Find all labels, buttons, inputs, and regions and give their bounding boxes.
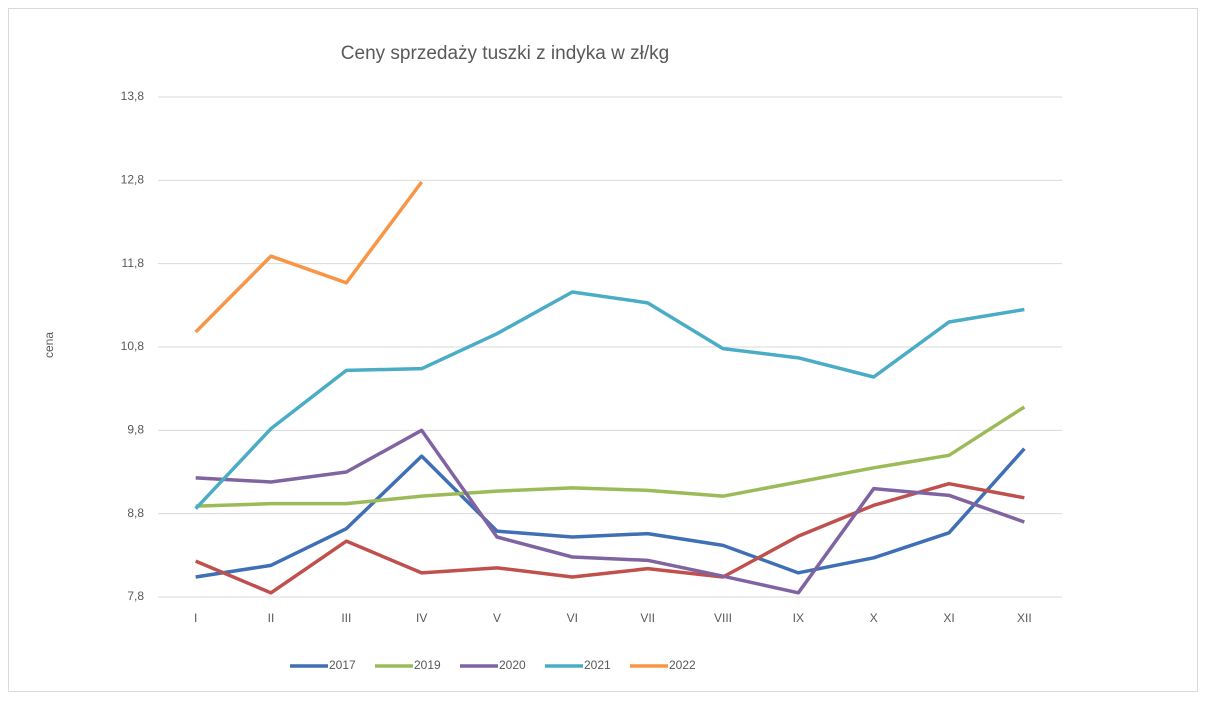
line-series: [194, 481, 1025, 595]
y-tick-label: 10,8: [121, 339, 145, 353]
y-tick-label: 8,8: [127, 506, 144, 520]
line-series: [195, 447, 1026, 579]
legend-label: 2021: [584, 658, 611, 672]
x-tick-label: XI: [943, 611, 954, 625]
line-series: [195, 405, 1026, 508]
x-tick-label: IX: [793, 611, 804, 625]
x-tick-label: VI: [567, 611, 578, 625]
x-tick-label: I: [194, 611, 197, 625]
y-tick-label: 12,8: [121, 173, 145, 187]
x-tick-label: III: [341, 611, 351, 625]
x-tick-label: V: [493, 611, 501, 625]
x-tick-label: XII: [1017, 611, 1032, 625]
y-tick-label: 7,8: [127, 589, 144, 603]
x-tick-label: IV: [416, 611, 427, 625]
x-tick-label: X: [870, 611, 878, 625]
y-tick-label: 13,8: [121, 89, 145, 103]
line-series: [195, 428, 1025, 595]
y-tick-label: 11,8: [122, 256, 145, 270]
x-tick-label: VIII: [714, 611, 732, 625]
line-series: [194, 180, 424, 334]
legend-label: 2022: [669, 658, 696, 672]
x-tick-label: II: [268, 611, 275, 625]
legend-label: 2020: [499, 658, 526, 672]
legend-label: 2019: [414, 658, 441, 672]
line-series: [194, 290, 1025, 510]
chart-title: Ceny sprzedaży tuszki z indyka w zł/kg: [341, 43, 669, 64]
x-tick-label: VII: [640, 611, 655, 625]
y-axis-label: cena: [42, 332, 56, 358]
y-tick-label: 9,8: [127, 423, 144, 437]
chart-frame: [8, 8, 1198, 692]
legend-label: 2017: [329, 658, 356, 672]
